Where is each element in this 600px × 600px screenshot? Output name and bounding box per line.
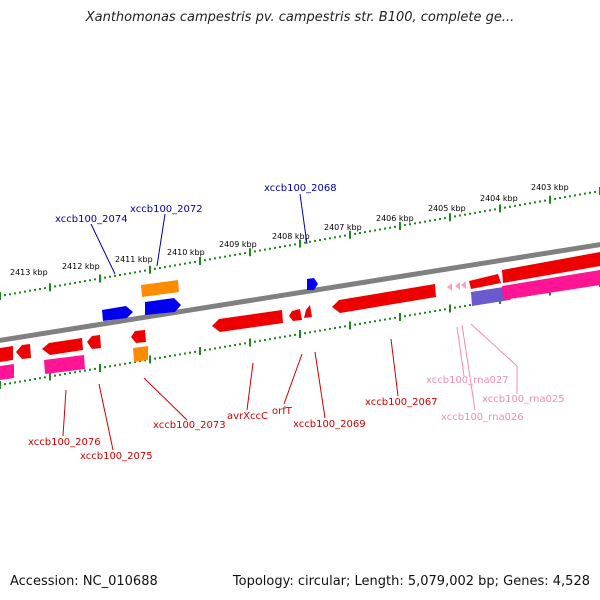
gene-arrow-xccb100-2067[interactable] — [332, 284, 436, 313]
gene-label-lower[interactable]: xccb100_2076 — [28, 437, 101, 448]
kbp-label: 2407 kbp — [324, 223, 362, 232]
gene-arrow-xccb100-2074[interactable] — [102, 306, 133, 321]
gene-arrow-xccb100-2068[interactable] — [307, 278, 318, 290]
gene-arrow-orange-lower[interactable] — [133, 346, 148, 362]
gene-label-rna[interactable]: xccb100_rna025 — [482, 394, 565, 405]
kbp-label: 2413 kbp — [10, 268, 48, 277]
kbp-label: 2412 kbp — [62, 262, 100, 271]
genome-backbone — [0, 242, 600, 343]
kbp-label: 2411 kbp — [115, 255, 153, 264]
gene-arrow-edge-red[interactable] — [0, 346, 13, 362]
kbp-label: 2405 kbp — [428, 204, 466, 213]
kbp-label: 2404 kbp — [480, 194, 518, 203]
gene-arrow-xccb100-2076[interactable] — [42, 338, 83, 355]
kbp-label: 2406 kbp — [376, 214, 414, 223]
rna-arrow[interactable] — [461, 281, 466, 289]
gene-arrow-orange[interactable] — [141, 280, 179, 297]
rna-arrow[interactable] — [447, 283, 452, 291]
gene-arrow-xccb100-2073[interactable] — [131, 330, 146, 343]
gene-label-upper[interactable]: xccb100_2074 — [55, 214, 128, 225]
gene-arrow-pink[interactable] — [502, 270, 600, 300]
gene-label-lower[interactable]: xccb100_2075 — [80, 451, 153, 462]
gene-arrow-xccb100-2072[interactable] — [145, 298, 181, 315]
gene-arrow-pink-lower[interactable] — [44, 355, 85, 374]
gene-label-rna[interactable]: xccb100_rna027 — [426, 375, 509, 386]
rna-arrow[interactable] — [455, 282, 460, 290]
upper-kbp-ticks — [0, 187, 600, 300]
gene-label-rna[interactable]: xccb100_rna026 — [441, 412, 524, 423]
gene-arrow-xccb100-2067-block[interactable] — [502, 252, 600, 283]
gene-label-upper[interactable]: xccb100_2072 — [130, 204, 203, 215]
genome-summary-text: Topology: circular; Length: 5,079,002 bp… — [232, 574, 590, 589]
gene-label-lower[interactable]: xccb100_2073 — [153, 420, 226, 431]
gene-label-lower[interactable]: orfT — [272, 406, 293, 417]
kbp-label: 2408 kbp — [272, 232, 310, 241]
callout-lines — [62, 193, 518, 451]
gene-arrow-red-small[interactable] — [87, 335, 101, 349]
gene-arrow-xccb100-2075[interactable] — [16, 344, 31, 359]
map-title: Xanthomonas campestris pv. campestris st… — [85, 10, 515, 25]
gene-label-lower[interactable]: avrXccC — [227, 411, 268, 422]
gene-arrow-avrXccC[interactable] — [212, 310, 283, 332]
kbp-label: 2410 kbp — [167, 248, 205, 257]
gene-arrow-edge-pink[interactable] — [0, 364, 14, 380]
kbp-label: 2409 kbp — [219, 240, 257, 249]
gene-arrow-orfT[interactable] — [289, 309, 302, 321]
gene-arrow-purple[interactable] — [471, 286, 510, 306]
gene-label-upper[interactable]: xccb100_2068 — [264, 183, 337, 194]
gene-label-lower[interactable]: xccb100_2067 — [365, 397, 438, 408]
accession-text: Accession: NC_010688 — [10, 574, 158, 589]
gene-arrow-xccb100-2069[interactable] — [304, 305, 312, 318]
gene-arrow-red[interactable] — [469, 274, 501, 289]
kbp-label: 2403 kbp — [531, 183, 569, 192]
gene-label-lower[interactable]: xccb100_2069 — [293, 419, 366, 430]
